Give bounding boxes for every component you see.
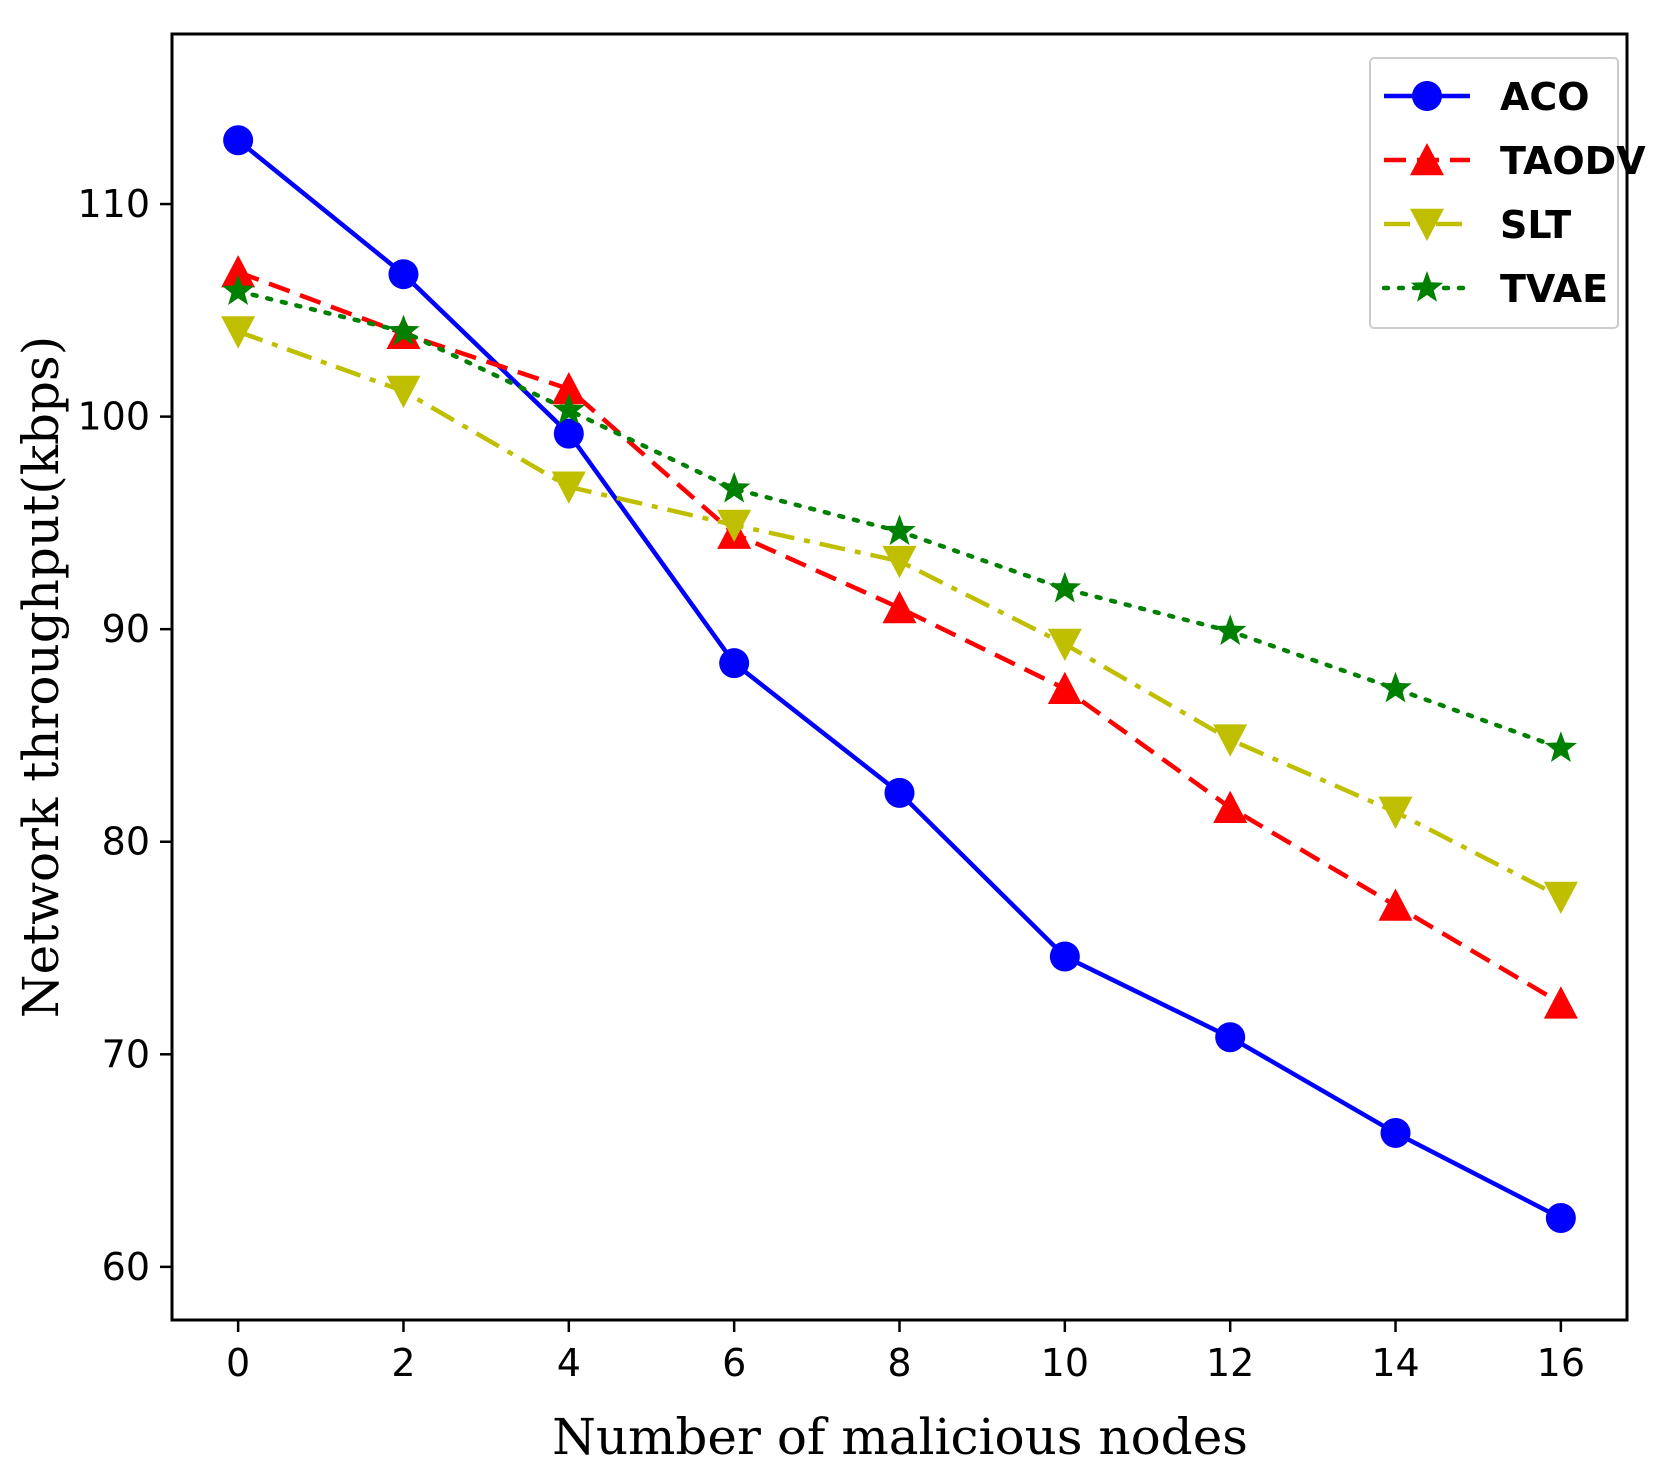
data-point-slt [386,375,421,409]
legend-marker-aco [1412,81,1442,111]
legend-label-slt: SLT [1500,203,1571,247]
legend-item-aco: ACO [1384,75,1590,119]
data-point-aco [553,418,584,449]
y-tick-label: 70 [102,1032,150,1076]
series-line-taodv [237,269,1563,1006]
data-point-aco [1380,1117,1411,1148]
series-slt [221,316,1578,915]
x-tick-label: 16 [1537,1341,1585,1385]
y-tick-label: 60 [102,1245,150,1289]
data-point-tvae [222,274,255,305]
data-point-aco [1215,1022,1246,1053]
series-line-slt [237,329,1562,900]
data-point-taodv [221,255,256,288]
data-point-tvae [387,314,420,346]
data-point-tvae [1048,571,1081,603]
data-point-taodv [1213,790,1248,824]
legend-label-tvae: TVAE [1500,267,1608,311]
x-tick-label: 14 [1371,1341,1419,1385]
data-point-tvae [883,514,916,546]
y-axis-title: Network throughput(kbps) [12,336,70,1018]
data-point-slt [1213,724,1248,757]
x-tick-label: 10 [1041,1341,1089,1385]
data-point-slt [221,316,256,349]
data-point-tvae [1379,671,1412,703]
data-point-slt [551,471,586,504]
y-tick-label: 80 [102,820,150,864]
data-point-aco [223,125,254,156]
x-tick-label: 2 [391,1341,415,1385]
data-point-slt [1543,881,1578,915]
legend-marker-slt [1410,208,1444,241]
data-point-tvae [718,471,751,503]
axes-layer: 0 2 4 6 8 10 12 14 16 60 70 80 90 100 110 [77,182,1585,1385]
y-tick-label: 110 [77,182,150,226]
legend-label-aco: ACO [1500,75,1590,119]
y-tick-label: 90 [102,607,150,651]
data-point-slt [1378,796,1413,829]
data-point-slt [882,545,917,579]
data-point-tvae [1544,731,1577,762]
data-point-slt [717,509,752,543]
legend-item-slt: SLT [1384,203,1571,247]
series-layer [221,125,1578,1233]
series-aco [223,125,1576,1233]
legend: ACO TAODV SLT TVAE [1369,57,1646,329]
data-point-taodv [1378,888,1413,921]
legend-item-taodv: TAODV [1384,139,1646,183]
data-point-aco [1545,1202,1576,1233]
data-point-taodv [551,371,586,405]
x-tick-label: 0 [226,1341,250,1385]
data-point-slt [1047,628,1082,662]
x-tick-label: 6 [722,1341,746,1385]
data-point-aco [388,259,419,290]
legend-label-taodv: TAODV [1500,139,1646,183]
x-axis-title: Number of malicious nodes [552,1408,1248,1466]
data-point-aco [719,648,750,679]
series-tvae [222,274,1577,762]
x-tick-label: 4 [557,1341,581,1385]
y-tick-label: 100 [77,395,150,439]
legend-marker-tvae [1410,271,1444,302]
data-point-aco [1049,941,1080,972]
data-point-aco [884,777,915,808]
data-point-taodv [1047,671,1082,704]
x-tick-label: 12 [1206,1341,1254,1385]
legend-item-tvae: TVAE [1381,267,1608,311]
data-point-taodv [882,590,917,624]
data-point-tvae [552,393,585,424]
data-point-taodv [1543,986,1578,1019]
legend-marker-taodv [1410,143,1444,176]
legend-box [1369,57,1619,329]
x-tick-label: 8 [887,1341,911,1385]
data-point-tvae [1214,614,1247,646]
